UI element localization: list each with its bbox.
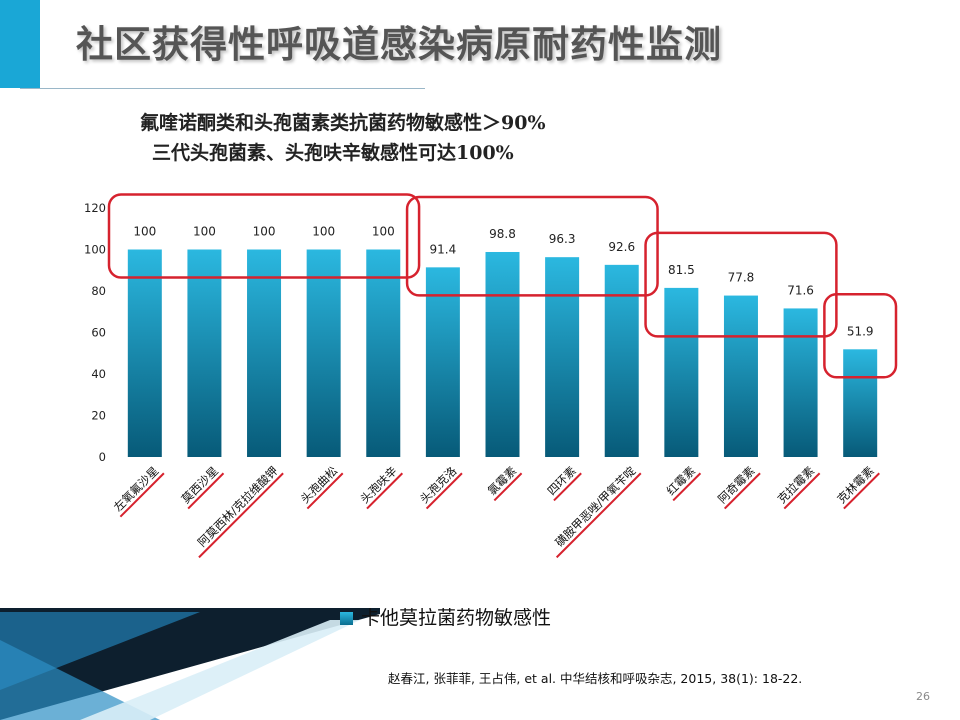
category-label-group: 四环素 xyxy=(544,464,582,502)
bar xyxy=(127,249,162,457)
category-label: 头孢克洛 xyxy=(417,463,460,506)
category-underline xyxy=(493,472,523,502)
bar xyxy=(187,249,222,457)
data-label: 92.6 xyxy=(608,240,635,254)
page-number: 26 xyxy=(916,690,930,703)
category-underline xyxy=(843,472,880,510)
category-underline xyxy=(553,472,582,502)
category-underline xyxy=(187,472,225,510)
y-tick-label: 120 xyxy=(84,201,106,215)
bar xyxy=(545,257,580,457)
category-label-group: 克拉霉素 xyxy=(775,464,821,510)
category-label: 克林霉素 xyxy=(834,464,876,506)
category-label: 头孢曲松 xyxy=(298,464,340,506)
y-tick-label: 80 xyxy=(91,284,106,298)
category-label-group: 阿奇霉素 xyxy=(715,464,761,510)
legend-label: 卡他莫拉菌药物敏感性 xyxy=(361,607,552,629)
category-label: 左氧氟沙星 xyxy=(111,464,162,515)
category-underline xyxy=(198,472,284,559)
data-label: 91.4 xyxy=(430,242,457,256)
data-label: 100 xyxy=(133,225,156,239)
category-label-group: 左氧氟沙星 xyxy=(111,464,165,518)
bar xyxy=(306,249,341,457)
y-tick-label: 100 xyxy=(84,243,106,257)
highlight-boxes xyxy=(107,193,898,379)
data-label: 100 xyxy=(372,225,395,239)
data-label: 71.6 xyxy=(787,283,814,297)
category-label-group: 头孢曲松 xyxy=(298,464,344,510)
category-label-group: 莫西沙星 xyxy=(179,464,225,510)
title-divider xyxy=(20,88,425,89)
category-label-group: 克林霉素 xyxy=(834,464,880,510)
bar xyxy=(843,349,878,457)
legend-swatch xyxy=(340,612,353,625)
category-underline xyxy=(555,472,642,559)
subtitle-line-2: 三代头孢菌素、头孢呋辛敏感性可达100% xyxy=(152,142,514,164)
bar xyxy=(425,267,460,457)
data-label: 100 xyxy=(253,225,276,239)
y-tick-label: 40 xyxy=(91,367,106,381)
bar xyxy=(485,251,520,457)
highlight-box xyxy=(823,293,898,379)
category-underline xyxy=(119,472,165,518)
highlight-box xyxy=(405,195,659,297)
category-label: 莫西沙星 xyxy=(179,464,221,506)
bar xyxy=(783,308,818,457)
category-label-group: 头孢呋辛 xyxy=(357,464,404,510)
bar xyxy=(247,249,282,457)
bar xyxy=(723,295,758,457)
bar xyxy=(664,287,699,457)
data-label: 100 xyxy=(193,225,216,239)
y-tick-label: 60 xyxy=(91,326,106,340)
data-label: 81.5 xyxy=(668,263,695,277)
title-accent-bar xyxy=(0,0,40,88)
category-label: 阿奇霉素 xyxy=(715,464,757,506)
category-underline xyxy=(425,472,463,510)
value-labels: 100 100 100 100 100 91.4 98.8 96.3 92.6 81.5 77.8 7… xyxy=(133,225,873,339)
data-label: 100 xyxy=(312,225,335,239)
category-label-group: 氯霉素 xyxy=(485,464,523,502)
category-underline xyxy=(672,472,702,502)
slide-title: 社区获得性呼吸道感染病原耐药性监测 xyxy=(76,23,722,66)
data-label: 77.8 xyxy=(728,271,755,285)
category-label: 头孢呋辛 xyxy=(357,464,399,506)
y-axis: 0 20 40 60 80 100 120 xyxy=(84,201,106,464)
category-label-group: 红霉素 xyxy=(664,464,702,502)
data-label: 98.8 xyxy=(489,227,516,241)
highlight-box xyxy=(644,231,838,338)
y-tick-label: 20 xyxy=(91,409,106,423)
bar xyxy=(604,264,639,457)
bar xyxy=(366,249,401,457)
data-label: 96.3 xyxy=(549,232,576,246)
category-label-group: 头孢克洛 xyxy=(417,463,463,510)
subtitle: 氟喹诺酮类和头孢菌素类抗菌药物敏感性＞90% 三代头孢菌素、头孢呋辛敏感性可达1… xyxy=(140,108,546,168)
category-label: 克拉霉素 xyxy=(775,464,817,506)
data-label: 51.9 xyxy=(847,324,874,338)
category-underline xyxy=(306,472,344,510)
subtitle-line-1: 氟喹诺酮类和头孢菌素类抗菌药物敏感性＞90% xyxy=(140,112,546,134)
category-underline xyxy=(366,472,404,510)
category-underline xyxy=(783,472,821,510)
y-tick-label: 0 xyxy=(99,450,106,464)
citation: 赵春江, 张菲菲, 王占伟, et al. 中华结核和呼吸杂志, 2015, 3… xyxy=(388,671,803,686)
category-underline xyxy=(723,472,761,510)
highlight-box xyxy=(107,193,421,279)
bar-chart: 0 20 40 60 80 100 120 100 100 100 100 100 91.4 98.8 9… xyxy=(84,193,898,559)
corner-decoration xyxy=(0,608,380,720)
bars xyxy=(127,249,878,457)
chart-legend: 卡他莫拉菌药物敏感性 xyxy=(340,603,551,630)
